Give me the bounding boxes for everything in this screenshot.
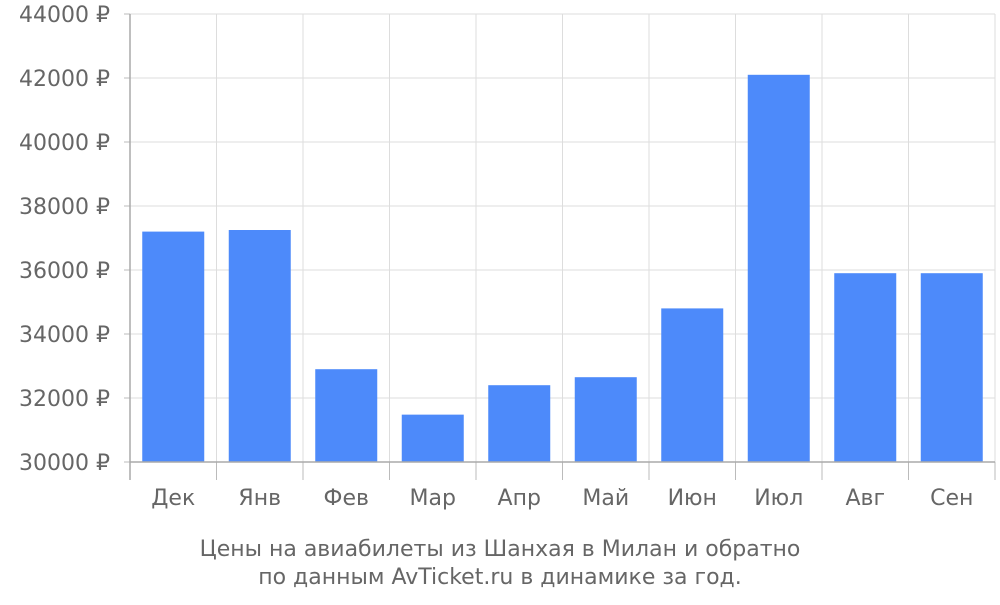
x-tick-label: Май — [582, 486, 629, 511]
y-tick-label: 42000 ₽ — [19, 67, 110, 92]
bar-2 — [315, 369, 378, 462]
x-tick-label: Авг — [845, 486, 885, 511]
bar-3 — [401, 414, 464, 462]
x-tick-label: Июн — [668, 486, 717, 511]
bar-0 — [142, 231, 205, 462]
bar-9 — [920, 273, 983, 462]
chart-caption-line-1: Цены на авиабилеты из Шанхая в Милан и о… — [200, 537, 801, 562]
x-tick-label: Апр — [498, 486, 541, 511]
bar-7 — [747, 74, 810, 463]
grid — [129, 13, 996, 463]
y-tick-label: 32000 ₽ — [19, 387, 110, 412]
y-tick-label: 40000 ₽ — [19, 131, 110, 156]
bar-8 — [834, 273, 897, 462]
y-tick-label: 34000 ₽ — [19, 323, 110, 348]
bar-6 — [661, 308, 724, 462]
bar-1 — [228, 230, 291, 462]
bars — [142, 74, 983, 463]
bar-5 — [574, 377, 637, 462]
x-tick-label: Фев — [324, 486, 369, 511]
axes — [124, 13, 996, 480]
y-tick-label: 36000 ₽ — [19, 259, 110, 284]
bar-4 — [488, 385, 551, 462]
y-tick-label: 44000 ₽ — [19, 3, 110, 28]
x-tick-label: Мар — [410, 486, 456, 511]
y-tick-label: 38000 ₽ — [19, 195, 110, 220]
tick-labels: 30000 ₽ 32000 ₽ 34000 ₽ 36000 ₽ 38000 ₽ 40000… — [19, 3, 973, 511]
chart-caption-line-2: по данным AvTicket.ru в динамике за год. — [258, 565, 742, 590]
y-tick-label: 30000 ₽ — [19, 451, 110, 476]
x-tick-label: Июл — [754, 486, 803, 511]
x-tick-label: Дек — [151, 486, 195, 511]
x-tick-label: Янв — [238, 486, 281, 511]
x-tick-label: Сен — [930, 486, 973, 511]
